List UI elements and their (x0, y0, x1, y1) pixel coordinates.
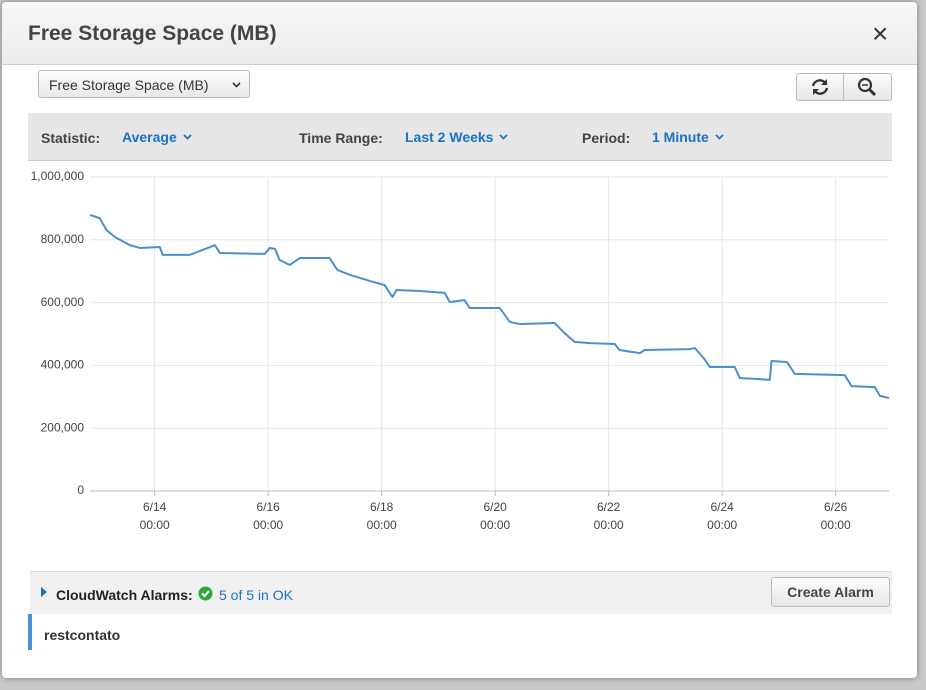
instance-name: restcontato (44, 627, 121, 643)
alarms-status[interactable]: 5 of 5 in OK (219, 587, 293, 603)
create-alarm-button[interactable]: Create Alarm (771, 577, 890, 607)
y-tick-label: 200,000 (41, 420, 85, 434)
filter-label: Time Range: (299, 130, 383, 146)
modal-header: Free Storage Space (MB) × (2, 2, 917, 65)
filter-label: Statistic: (41, 130, 101, 146)
alarms-label: CloudWatch Alarms: (56, 587, 193, 603)
modal-title: Free Storage Space (MB) (28, 22, 277, 45)
data-line (89, 214, 890, 400)
filter-value-text: Last 2 Weeks (405, 129, 494, 145)
x-tick-label: 6/18 00:00 (366, 500, 397, 532)
x-tick-label: 6/20 00:00 (480, 500, 511, 532)
filter-bar: Statistic: Average Time Range: Last 2 We… (28, 113, 892, 161)
instance-row: restcontato (28, 614, 892, 650)
x-tick-label: 6/24 00:00 (707, 500, 738, 532)
caret (715, 134, 724, 140)
plot-area (90, 177, 889, 491)
caret (499, 134, 509, 140)
filter-value[interactable]: 1 Minute (652, 129, 724, 145)
x-tick-label: 6/16 00:00 (253, 500, 284, 532)
filter-value-text: 1 Minute (652, 129, 709, 145)
y-tick-label: 0 (77, 483, 84, 497)
refresh-button[interactable] (796, 73, 844, 101)
close-button[interactable]: × (872, 18, 889, 49)
expand-toggle[interactable] (40, 587, 48, 597)
caret (183, 134, 192, 140)
filter-value[interactable]: Last 2 Weeks (405, 129, 509, 145)
filter-value-text: Average (122, 129, 177, 145)
x-tick-label: 6/14 00:00 (139, 500, 170, 532)
select-caret (232, 82, 241, 88)
y-tick-label: 1,000,000 (31, 169, 85, 183)
zoom-button[interactable] (844, 73, 892, 101)
filter-label: Period: (582, 130, 631, 146)
alarms-bar: CloudWatch Alarms: 5 of 5 in OK Create A… (30, 571, 892, 614)
zoom-icon (857, 77, 877, 97)
metric-select[interactable]: Free Storage Space (MB) (38, 70, 250, 98)
x-tick-label: 6/22 00:00 (593, 500, 624, 532)
y-tick-label: 600,000 (41, 295, 85, 309)
y-tick-label: 800,000 (41, 232, 85, 246)
refresh-icon (811, 79, 829, 95)
y-tick-label: 400,000 (41, 358, 85, 372)
ok-icon (198, 586, 213, 601)
x-tick-label: 6/26 00:00 (820, 500, 851, 532)
filter-value[interactable]: Average (122, 129, 192, 145)
metric-select-text: Free Storage Space (MB) (49, 77, 209, 93)
